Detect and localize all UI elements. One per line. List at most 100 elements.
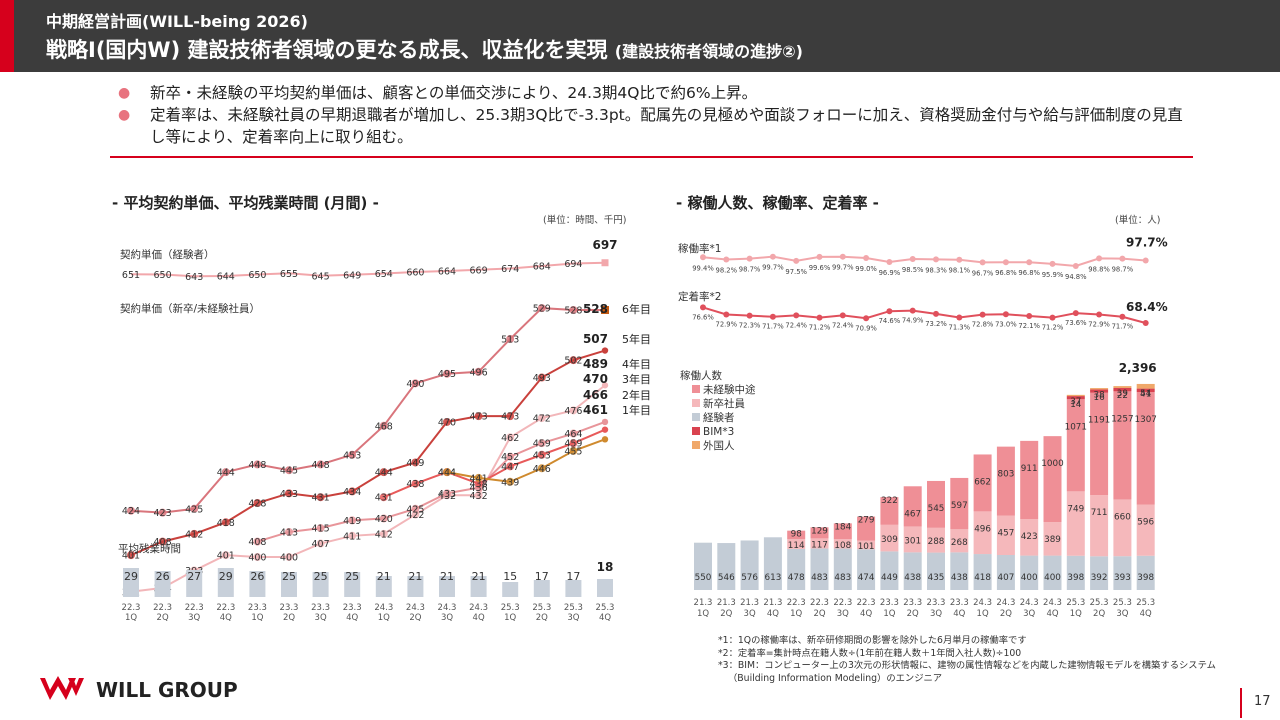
x-tick-label: 23.3 xyxy=(927,598,946,608)
x-tick-label: 24.3 xyxy=(1043,598,1062,608)
headcount-bar-segment xyxy=(1113,499,1132,557)
utilization-value-label: 96.7% xyxy=(972,269,994,277)
experienced-price-label: 644 xyxy=(217,272,235,283)
newgrad-line-6 xyxy=(446,438,606,483)
headcount-value-label: 1071 xyxy=(1065,422,1087,432)
retention-point xyxy=(793,312,800,319)
utilization-point xyxy=(1119,255,1126,262)
newgrad-point xyxy=(474,412,483,421)
retention-point xyxy=(979,311,986,318)
x-tick-label: 4Q xyxy=(1046,609,1058,619)
page-number: 17 xyxy=(1254,694,1271,709)
retention-value-label: 73.2% xyxy=(925,320,947,328)
legend-label: 新卒社員 xyxy=(703,397,745,410)
overtime-final-label: 18 xyxy=(597,560,614,574)
x-tick-label: 22.3 xyxy=(857,598,876,608)
newgrad-final-label: 507 xyxy=(583,332,608,346)
x-tick-label: 3Q xyxy=(837,609,849,619)
x-tick-label: 3Q xyxy=(1023,609,1035,619)
footnotes: *1：1Qの稼働率は、新卒研修期間の影響を除外した6月単月の稼働率です *2：定… xyxy=(718,635,1258,685)
headcount-bar-segment xyxy=(787,548,806,590)
experienced-price-final-label: 697 xyxy=(592,238,617,252)
overtime-value-label: 25 xyxy=(314,570,328,583)
newgrad-point xyxy=(537,304,546,313)
legend-swatch xyxy=(692,427,700,435)
newgrad-point xyxy=(316,460,325,469)
retention-point xyxy=(839,312,846,319)
headcount-bar-segment xyxy=(927,527,945,553)
utilization-value-label: 98.7% xyxy=(739,266,761,274)
utilization-point xyxy=(863,255,870,262)
x-tick-label: 2Q xyxy=(720,609,732,619)
headcount-bar-segment xyxy=(857,549,876,590)
newgrad-point xyxy=(411,479,420,488)
x-tick-label: 25.3 xyxy=(1136,598,1155,608)
overtime-bar xyxy=(312,572,329,597)
utilization-point xyxy=(1049,260,1056,267)
headcount-value-label: 407 xyxy=(998,573,1015,583)
headcount-value-label: 474 xyxy=(858,573,875,583)
newgrad-point xyxy=(127,506,135,515)
headcount-value-label: 14 xyxy=(1070,400,1082,410)
utilization-value-label: 97.5% xyxy=(785,268,807,276)
legend-swatch xyxy=(692,385,700,393)
right-section-title: - 稼働人数、稼働率、定着率 - xyxy=(676,194,879,212)
retention-value-label: 71.2% xyxy=(809,324,831,332)
x-tick-label: 1Q xyxy=(697,609,709,619)
newgrad-value-label: 400 xyxy=(248,553,266,564)
headcount-value-label: 129 xyxy=(811,526,828,536)
utilization-point xyxy=(816,253,823,260)
retention-value-label: 71.7% xyxy=(1112,323,1134,331)
experienced-price-label: 645 xyxy=(312,271,330,282)
experienced-price-label: 674 xyxy=(501,264,519,275)
newgrad-value-label: 495 xyxy=(438,369,456,380)
headcount-bar-segment xyxy=(810,527,829,539)
logo-mark-icon xyxy=(68,678,84,696)
headcount-value-label: 400 xyxy=(1021,573,1038,583)
newgrad-value-label: 408 xyxy=(154,537,172,548)
x-tick-label: 3Q xyxy=(1116,609,1128,619)
newgrad-value-label: 449 xyxy=(406,458,424,469)
headcount-bar-segment xyxy=(927,552,945,590)
headcount-value-label: 279 xyxy=(858,516,875,526)
newgrad-point xyxy=(411,379,420,388)
newgrad-value-label: 473 xyxy=(501,412,519,423)
x-tick-label: 4Q xyxy=(953,609,965,619)
headcount-bar-segment xyxy=(1090,495,1109,557)
x-tick-label: 25.3 xyxy=(501,603,520,613)
utilization-value-label: 96.8% xyxy=(1018,269,1040,277)
headcount-bar-segment xyxy=(857,540,876,550)
retention-value-label: 70.9% xyxy=(855,324,877,332)
utilization-point xyxy=(793,257,800,264)
newgrad-year-tag: 6年目 xyxy=(622,302,651,316)
newgrad-point xyxy=(411,510,420,519)
headcount-bar-segment xyxy=(880,524,899,552)
headcount-bar-segment xyxy=(1066,491,1085,556)
headcount-value-label: 288 xyxy=(928,537,945,547)
newgrad-line-4 xyxy=(257,421,606,543)
newgrad-value-label: 436 xyxy=(470,483,488,494)
chart-title-utilization: 稼働率*1 xyxy=(678,242,721,255)
headcount-value-label: 418 xyxy=(974,573,991,583)
footnote-1: *1：1Qの稼働率は、新卒研修期間の影響を除外した6月単月の稼働率です xyxy=(718,635,1027,646)
legend-label: 未経験中途 xyxy=(703,383,756,396)
newgrad-final-point xyxy=(601,426,609,433)
x-tick-label: 1Q xyxy=(977,609,989,619)
newgrad-year-tag: 2年目 xyxy=(622,388,651,402)
newgrad-point xyxy=(379,514,388,523)
newgrad-value-label: 470 xyxy=(438,417,456,428)
newgrad-value-label: 439 xyxy=(501,477,519,488)
headcount-bar-segment xyxy=(1020,555,1039,590)
headcount-bar-segment xyxy=(810,548,829,590)
x-tick-label: 4Q xyxy=(1140,609,1152,619)
utilization-value-label: 99.6% xyxy=(809,264,831,272)
newgrad-value-label: 433 xyxy=(438,489,456,500)
retention-point xyxy=(956,314,963,321)
newgrad-value-label: 453 xyxy=(533,450,551,461)
newgrad-value-label: 448 xyxy=(248,460,266,471)
newgrad-final-label: 466 xyxy=(583,388,608,402)
x-tick-label: 22.3 xyxy=(787,598,806,608)
utilization-value-label: 99.7% xyxy=(832,264,854,272)
overtime-value-label: 25 xyxy=(282,570,296,583)
headcount-value-label: 41 xyxy=(1140,390,1151,400)
